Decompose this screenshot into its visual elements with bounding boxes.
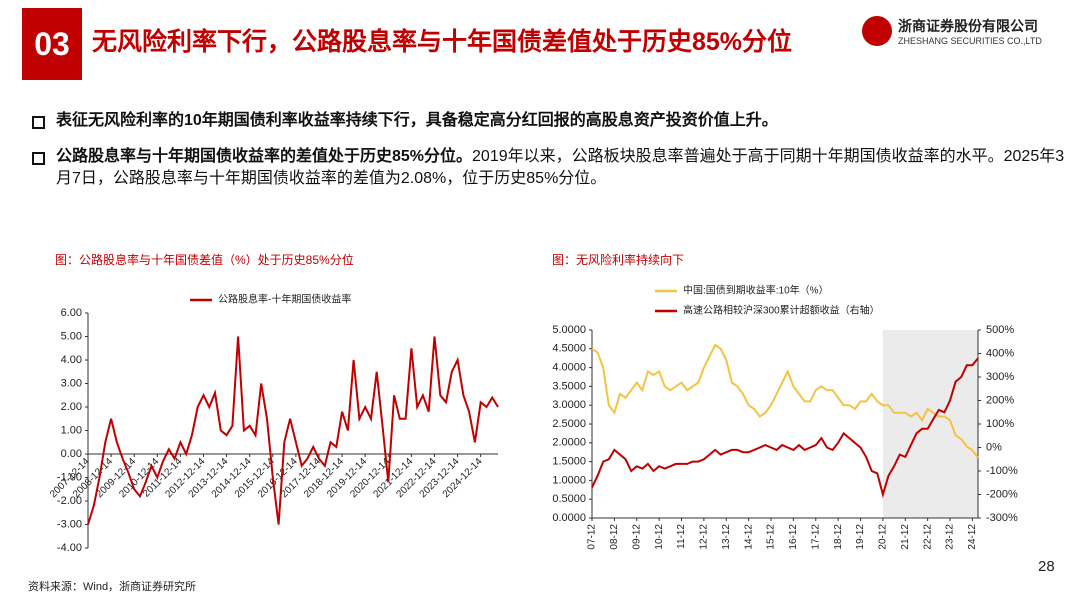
y-tick-label: 2.0000 — [552, 437, 586, 449]
x-tick-label: 13-12 — [721, 524, 732, 550]
y-tick-label: 4.5000 — [552, 343, 586, 355]
y-tick-label: 1.5000 — [552, 456, 586, 468]
y2-tick-label: -100% — [986, 465, 1018, 477]
logo-name-en: ZHESHANG SECURITIES CO.,LTD — [898, 36, 1042, 46]
x-tick-label: 23-12 — [945, 524, 956, 550]
x-tick-label: 10-12 — [654, 524, 665, 550]
series-line — [591, 357, 979, 499]
y2-tick-label: -200% — [986, 488, 1018, 500]
x-tick-label: 18-12 — [833, 524, 844, 550]
chart-title: 图：公路股息率与十年国债差值（%）处于历史85%分位 — [55, 252, 354, 267]
x-tick-label: 11-12 — [676, 524, 687, 549]
x-tick-label: 12-12 — [699, 524, 710, 550]
x-tick-label: 07-12 — [587, 524, 598, 550]
y2-tick-label: 200% — [986, 394, 1014, 406]
x-tick-label: 20-12 — [878, 524, 889, 550]
y-tick-label: -3.00 — [57, 518, 82, 530]
y-tick-label: -4.00 — [57, 542, 82, 554]
x-tick-label: 16-12 — [788, 524, 799, 550]
y-tick-label: 3.5000 — [552, 380, 586, 392]
y-tick-label: 5.0000 — [552, 324, 586, 336]
y-tick-label: 1.0000 — [552, 474, 586, 486]
y-tick-label: 2.5000 — [552, 418, 586, 430]
page-number: 28 — [1038, 558, 1055, 575]
logo-icon — [862, 16, 892, 46]
bullet: 公路股息率与十年期国债收益率的差值处于历史85%分位。2019年以来，公路板块股… — [30, 146, 1066, 190]
x-tick-label: 21-12 — [900, 524, 911, 550]
bullet: 表征无风险利率的10年期国债利率收益率持续下行，具备稳定高分红回报的高股息资产投… — [30, 110, 1066, 132]
y-tick-label: 1.00 — [61, 424, 82, 436]
bullet-bold: 表征无风险利率的10年期国债利率收益率持续下行，具备稳定高分红回报的高股息资产投… — [56, 112, 778, 129]
y-tick-label: 3.00 — [61, 377, 82, 389]
y-tick-label: 4.0000 — [552, 362, 586, 374]
y-tick-label: 6.00 — [61, 307, 82, 319]
y2-tick-label: 100% — [986, 418, 1014, 430]
y-tick-label: 0.0000 — [552, 512, 586, 524]
y2-tick-label: 500% — [986, 324, 1014, 336]
legend-label: 中国:国债到期收益率:10年（%） — [683, 284, 829, 297]
legend-label: 高速公路相较沪深300累计超额收益（右轴） — [683, 304, 880, 317]
x-tick-label: 24-12 — [967, 524, 978, 550]
source: 资料来源：Wind，浙商证券研究所 — [28, 581, 197, 593]
x-tick-label: 22-12 — [922, 524, 933, 550]
legend-label: 公路股息率-十年期国债收益率 — [218, 293, 351, 306]
bullet-text: 2019年以来，公路板块股息率普遍处于高于同期十年期国债收益率的水平。2025年… — [56, 148, 1065, 187]
y-tick-label: 5.00 — [61, 330, 82, 342]
x-tick-label: 14-12 — [743, 524, 754, 550]
x-tick-label: 09-12 — [631, 524, 642, 550]
y2-tick-label: 400% — [986, 347, 1014, 359]
y2-tick-label: -300% — [986, 512, 1018, 524]
bullet-bold: 公路股息率与十年期国债收益率的差值处于历史85%分位。 — [56, 148, 473, 165]
series-line — [87, 336, 499, 525]
y-tick-label: 3.0000 — [552, 399, 586, 411]
y-tick-label: -2.00 — [57, 495, 82, 507]
y2-tick-label: 300% — [986, 371, 1014, 383]
y-tick-label: 0.5000 — [552, 493, 586, 505]
x-tick-label: 19-12 — [855, 524, 866, 550]
y-tick-label: 0.00 — [61, 448, 82, 460]
logo-name: 浙商证券股份有限公司 — [898, 18, 1038, 34]
series-line — [591, 343, 979, 459]
x-tick-label: 17-12 — [810, 524, 821, 550]
slide-title: 无风险利率下行，公路股息率与十年国债差值处于历史85%分位 — [92, 28, 793, 56]
x-tick-label: 08-12 — [609, 524, 620, 550]
x-tick-label: 15-12 — [766, 524, 777, 550]
y2-tick-label: 0% — [986, 441, 1002, 453]
y-tick-label: 2.00 — [61, 401, 82, 413]
chart-title: 图：无风险利率持续向下 — [552, 252, 684, 267]
y-tick-label: 4.00 — [61, 354, 82, 366]
section-number: 03 — [22, 8, 82, 80]
y-tick-label: -1.00 — [57, 471, 82, 483]
